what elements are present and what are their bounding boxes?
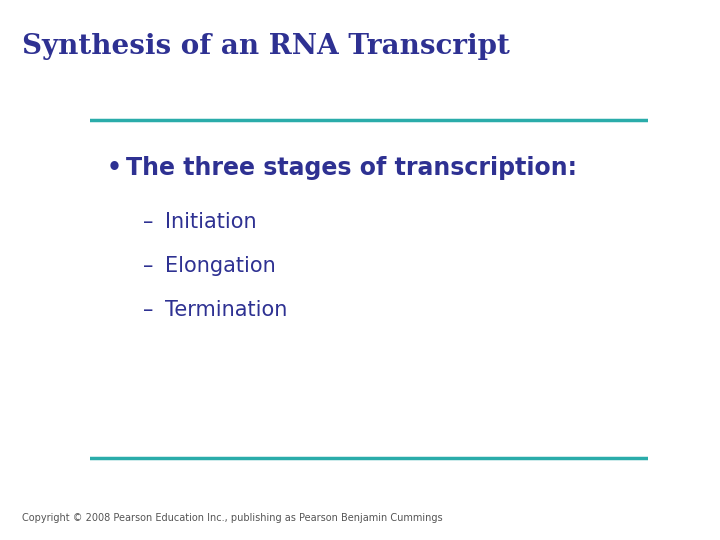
Text: Synthesis of an RNA Transcript: Synthesis of an RNA Transcript bbox=[22, 33, 510, 60]
Text: Termination: Termination bbox=[166, 300, 288, 320]
Text: Elongation: Elongation bbox=[166, 256, 276, 276]
Text: •: • bbox=[107, 156, 122, 180]
Text: –: – bbox=[143, 256, 153, 276]
Text: Copyright © 2008 Pearson Education Inc., publishing as Pearson Benjamin Cummings: Copyright © 2008 Pearson Education Inc.,… bbox=[22, 512, 442, 523]
Text: –: – bbox=[143, 300, 153, 320]
Text: –: – bbox=[143, 212, 153, 232]
Text: The three stages of transcription:: The three stages of transcription: bbox=[126, 156, 577, 180]
Text: Initiation: Initiation bbox=[166, 212, 257, 232]
